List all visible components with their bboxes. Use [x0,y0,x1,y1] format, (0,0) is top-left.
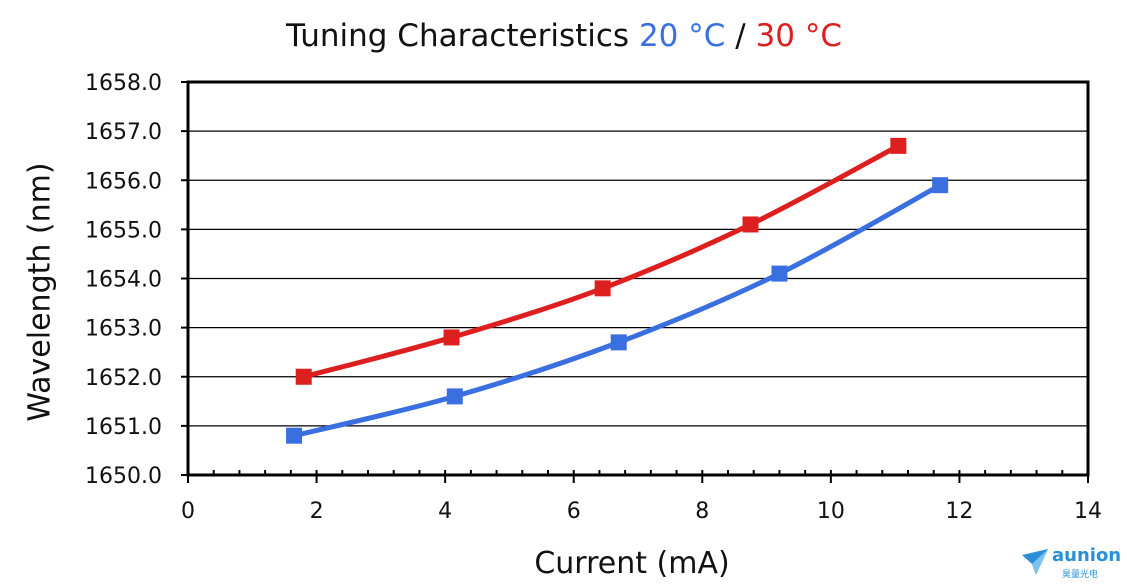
chart-title: Tuning Characteristics 20 °C / 30 °C [0,18,1128,54]
data-point-0 [610,334,627,351]
logo-text: aunion [1052,545,1122,566]
x-axis-label: Current (mA) [534,546,730,581]
y-tick-label: 1654.0 [85,268,162,293]
y-tick-label: 1652.0 [85,366,162,391]
series-line-0 [291,182,943,439]
data-point-1 [295,368,312,385]
y-tick-label: 1653.0 [85,317,162,342]
data-point-0 [446,388,463,405]
y-tick-label: 1650.0 [85,464,162,489]
x-tick-label: 2 [310,499,324,524]
data-point-0 [771,265,788,282]
data-point-0 [932,177,949,194]
logo-subtext: 昊量光电 [1062,570,1099,580]
x-tick-label: 8 [695,499,709,524]
x-tick-label: 12 [945,499,973,524]
plot-frame [186,80,1090,477]
data-point-1 [890,137,907,154]
y-tick-label: 1655.0 [85,218,162,243]
title-series-20: 20 °C [638,18,726,54]
data-point-1 [742,216,759,233]
paper-plane-icon [1022,549,1048,575]
y-tick-label: 1657.0 [85,120,162,145]
x-tick-label: 10 [817,499,845,524]
title-main: Tuning Characteristics [285,18,630,54]
y-tick-label: 1658.0 [85,71,162,96]
aunion-logo: aunion 昊量光电 [1020,545,1122,580]
x-tick-label: 14 [1074,499,1102,524]
data-point-0 [286,427,303,444]
y-tick-label: 1651.0 [85,415,162,440]
y-axis-label: Wavelength (nm) [22,162,58,422]
title-separator: / [725,18,756,54]
x-tick-label: 0 [181,499,195,524]
x-tick-label: 4 [438,499,452,524]
y-tick-label: 1656.0 [85,169,162,194]
data-point-1 [594,280,611,297]
data-point-1 [443,329,460,346]
title-series-30: 30 °C [755,18,842,54]
x-tick-label: 6 [567,499,581,524]
